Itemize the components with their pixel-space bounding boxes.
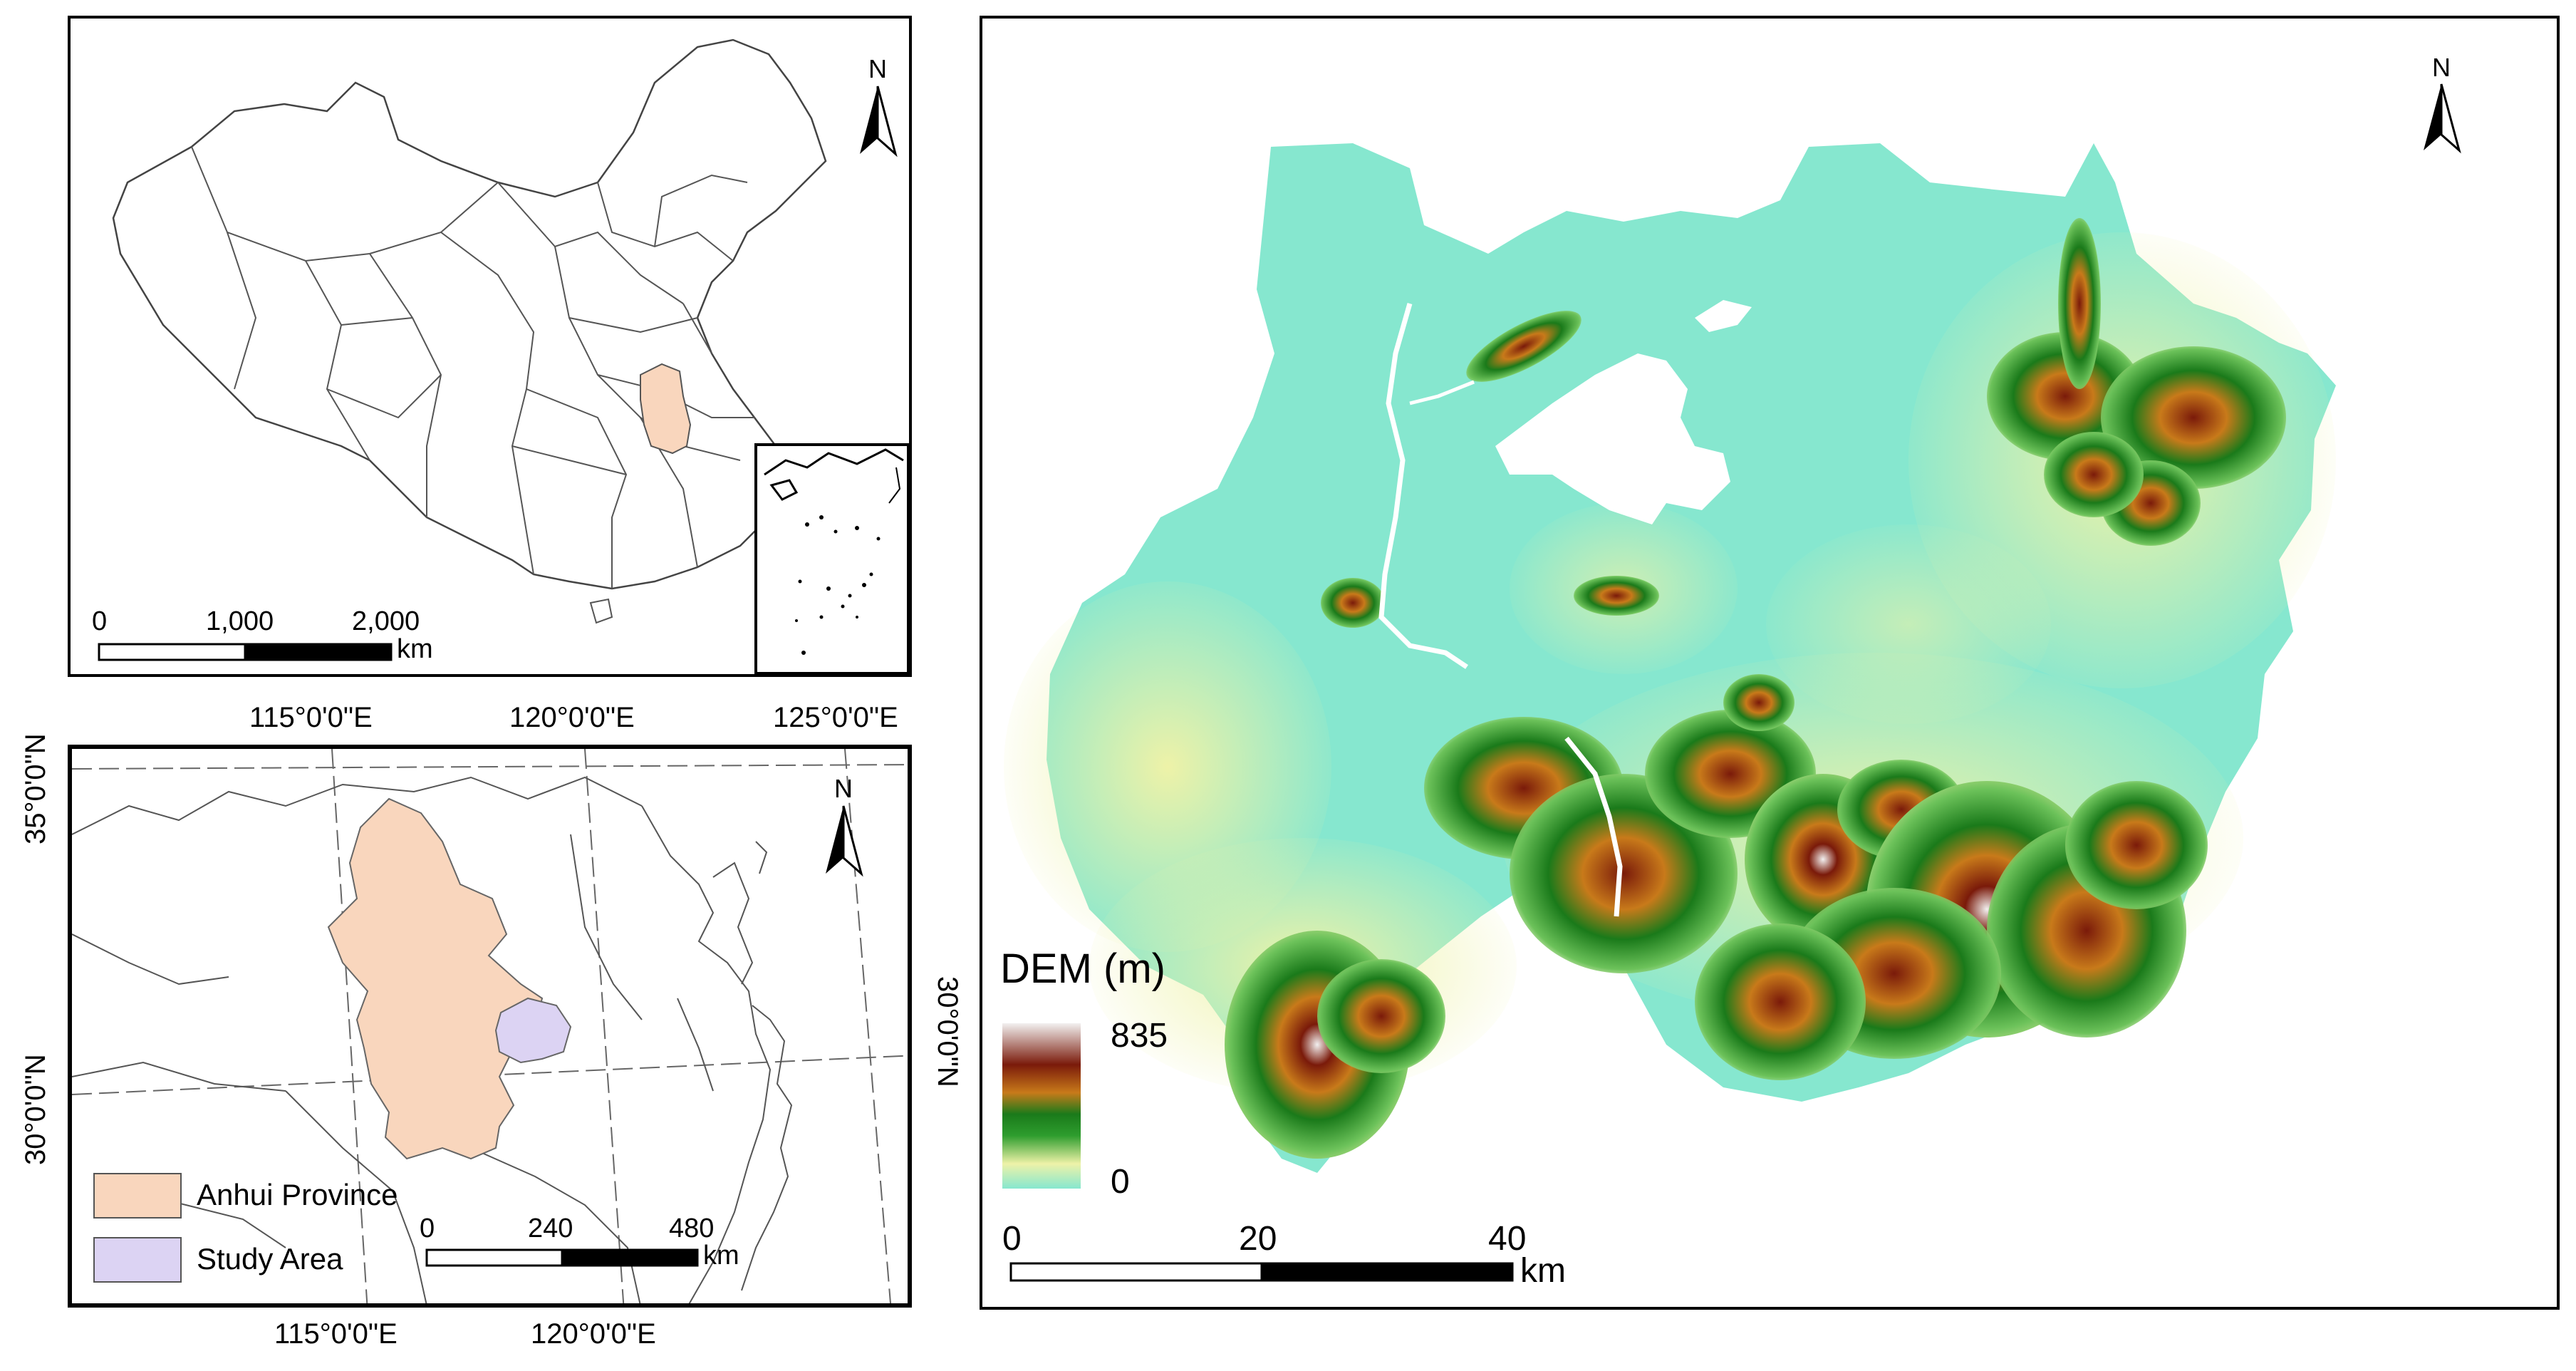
anhui-map-svg [72,749,908,1303]
anhui-top-lon-125: 125°0'0"E [773,702,898,733]
anhui-right-lat-30: 30°0'0"N [932,976,963,1087]
china-outline-svg [112,38,827,624]
anhui-bottom-lon-115: 115°0'0"E [274,1318,398,1350]
anhui-top-lon-120: 120°0'0"E [509,702,635,733]
china-scale-bar [98,643,393,661]
dem-legend-max: 835 [1111,1017,1168,1055]
anhui-bottom-lon-120: 120°0'0"E [531,1318,656,1350]
lake-chaohu [1495,353,1730,524]
anhui-north-label: N [834,774,853,803]
dem-legend-min: 0 [1111,1163,1130,1201]
anhui-scale-240: 240 [528,1214,573,1243]
dem-legend-ramp [1002,1023,1081,1189]
dem-map: N DEM (m) 835 0 0 20 40 km [980,16,2560,1310]
anhui-scale-bar [425,1248,699,1267]
china-scale-unit: km [397,634,433,664]
dem-map-svg [1004,143,2336,1173]
legend-swatch-study-area [93,1237,182,1283]
anhui-north-arrow-icon [826,805,863,877]
china-outline [112,38,827,590]
dem-scale-40: 40 [1488,1220,1527,1258]
china-north-label: N [868,54,887,83]
china-scale-1000: 1,000 [206,606,274,636]
legend-label-study-area: Study Area [197,1242,343,1276]
study-area-shape [494,997,572,1064]
anhui-scale-unit: km [703,1241,739,1271]
dem-north-arrow-icon [2424,83,2461,154]
legend-swatch-anhui [93,1173,182,1219]
anhui-highlight [640,363,692,455]
anhui-top-lon-115: 115°0'0"E [249,702,373,733]
china-north-arrow-icon [860,86,898,157]
dem-legend-title: DEM (m) [1000,946,1165,992]
china-scale-2000: 2,000 [352,606,420,636]
anhui-scale-0: 0 [420,1214,435,1243]
dem-scale-unit: km [1520,1252,1566,1290]
anhui-left-lat-30: 30°0'0"N [20,1054,51,1165]
south-china-sea-inset [754,443,909,674]
legend-label-anhui: Anhui Province [197,1178,398,1211]
dem-scale-0: 0 [1002,1220,1022,1258]
anhui-province-shape [327,797,544,1160]
dem-scale-20: 20 [1239,1220,1277,1258]
china-scale-0: 0 [92,606,108,636]
dem-scale-bar [1009,1262,1514,1282]
china-overview-map: N 0 1,000 2,000 km [68,16,912,677]
anhui-location-map: N Anhui Province Study Area 0 240 480 km [68,745,912,1308]
anhui-scale-480: 480 [669,1214,715,1243]
anhui-left-lat-35: 35°0'0"N [20,733,51,844]
dem-north-label: N [2432,53,2451,82]
